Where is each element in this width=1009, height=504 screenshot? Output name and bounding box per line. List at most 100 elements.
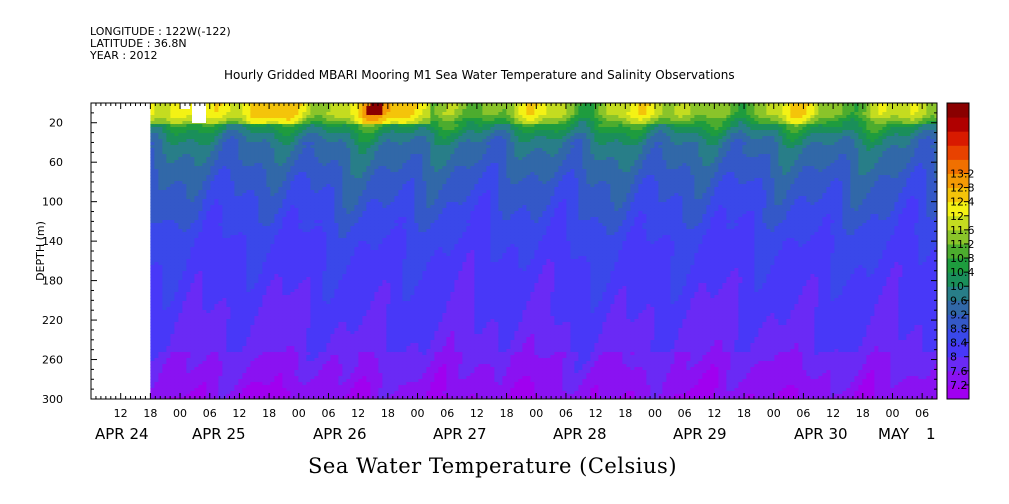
field-cell xyxy=(346,277,351,281)
field-cell xyxy=(182,373,187,377)
field-cell xyxy=(166,223,171,227)
field-cell xyxy=(150,199,155,203)
field-cell xyxy=(222,187,227,191)
field-cell xyxy=(210,145,215,149)
field-cell xyxy=(266,379,271,383)
field-cell xyxy=(286,268,291,272)
field-cell xyxy=(298,364,303,368)
field-cell xyxy=(274,292,279,296)
field-cell xyxy=(334,163,339,167)
field-cell xyxy=(290,301,295,305)
field-cell xyxy=(210,382,215,386)
field-cell xyxy=(230,226,235,230)
field-cell xyxy=(210,139,215,143)
field-cell xyxy=(250,166,255,170)
field-cell xyxy=(202,181,207,185)
field-cell xyxy=(346,340,351,344)
field-cell xyxy=(222,262,227,266)
field-cell xyxy=(186,352,191,356)
field-cell xyxy=(170,184,175,188)
field-cell xyxy=(150,190,155,194)
field-cell xyxy=(230,109,235,113)
field-cell xyxy=(182,334,187,338)
field-cell xyxy=(250,292,255,296)
field-cell xyxy=(178,211,183,215)
field-cell xyxy=(322,388,327,392)
field-cell xyxy=(338,322,343,326)
field-cell xyxy=(346,133,351,137)
field-cell xyxy=(238,112,243,116)
field-cell xyxy=(206,385,211,389)
field-cell xyxy=(314,274,319,278)
field-cell xyxy=(194,337,199,341)
field-cell xyxy=(250,220,255,224)
field-cell xyxy=(274,343,279,347)
field-cell xyxy=(290,364,295,368)
field-cell xyxy=(170,190,175,194)
field-cell xyxy=(170,355,175,359)
field-cell xyxy=(154,196,159,200)
field-cell xyxy=(298,232,303,236)
field-cell xyxy=(162,244,167,248)
field-cell xyxy=(186,370,191,374)
field-cell xyxy=(278,232,283,236)
field-cell xyxy=(194,133,199,137)
field-cell xyxy=(162,115,167,119)
field-cell xyxy=(258,247,263,251)
field-cell xyxy=(290,223,295,227)
field-cell xyxy=(310,337,315,341)
field-cell xyxy=(326,334,331,338)
field-cell xyxy=(202,319,207,323)
field-cell xyxy=(186,385,191,389)
field-cell xyxy=(210,259,215,263)
field-cell xyxy=(218,349,223,353)
field-cell xyxy=(258,166,263,170)
field-cell xyxy=(318,172,323,176)
field-cell xyxy=(198,187,203,191)
field-cell xyxy=(202,241,207,245)
field-cell xyxy=(306,136,311,140)
field-cell xyxy=(294,211,299,215)
field-cell xyxy=(194,127,199,131)
field-cell xyxy=(258,286,263,290)
field-cell xyxy=(278,169,283,173)
field-cell xyxy=(222,178,227,182)
field-cell xyxy=(234,307,239,311)
field-cell xyxy=(158,292,163,296)
field-cell xyxy=(210,184,215,188)
field-cell xyxy=(174,310,179,314)
field-cell xyxy=(150,178,155,182)
field-cell xyxy=(306,250,311,254)
field-cell xyxy=(314,169,319,173)
field-cell xyxy=(262,253,267,257)
field-cell xyxy=(302,301,307,305)
field-cell xyxy=(262,313,267,317)
field-cell xyxy=(270,352,275,356)
field-cell xyxy=(306,340,311,344)
field-cell xyxy=(182,316,187,320)
field-cell xyxy=(282,361,287,365)
field-cell xyxy=(314,217,319,221)
field-cell xyxy=(330,124,335,128)
field-cell xyxy=(222,217,227,221)
field-cell xyxy=(174,112,179,116)
field-cell xyxy=(290,280,295,284)
field-cell xyxy=(350,115,355,119)
field-cell xyxy=(330,229,335,233)
field-cell xyxy=(150,367,155,371)
field-cell xyxy=(338,256,343,260)
field-cell xyxy=(170,247,175,251)
field-cell xyxy=(202,154,207,158)
field-cell xyxy=(294,193,299,197)
field-cell xyxy=(230,349,235,353)
field-cell xyxy=(322,187,327,191)
field-cell xyxy=(254,130,259,134)
field-cell xyxy=(338,172,343,176)
field-cell xyxy=(334,178,339,182)
field-cell xyxy=(326,175,331,179)
field-cell xyxy=(266,193,271,197)
field-cell xyxy=(162,274,167,278)
field-cell xyxy=(290,139,295,143)
field-cell xyxy=(346,358,351,362)
field-cell xyxy=(346,115,351,119)
